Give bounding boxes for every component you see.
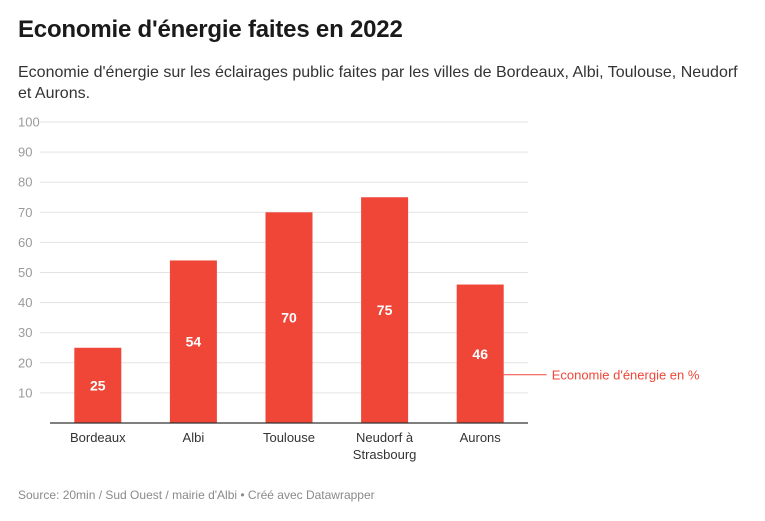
bar-value-label: 25	[90, 377, 106, 393]
y-tick-label: 50	[18, 265, 32, 280]
x-category-label: Toulouse	[263, 430, 315, 445]
x-category-label: Albi	[183, 430, 205, 445]
series-annotation: Economie d'énergie en %	[503, 367, 700, 382]
bar-value-label: 54	[186, 334, 202, 350]
x-category-label: Strasbourg	[353, 447, 417, 462]
y-axis-ticks: 10 20 30 40 50 60 70 80 90 100	[18, 115, 40, 401]
y-tick-label: 40	[18, 295, 32, 310]
bar	[456, 284, 504, 423]
x-category-label: Aurons	[460, 430, 502, 445]
bar	[265, 212, 313, 423]
bars: 25 54 70 75 46	[74, 197, 504, 423]
x-axis-labels: Bordeaux Albi Toulouse Neudorf à Strasbourg A…	[70, 430, 501, 462]
y-tick-label: 20	[18, 355, 32, 370]
x-category-label: Bordeaux	[70, 430, 126, 445]
y-tick-label: 80	[18, 175, 32, 190]
bar-value-label: 75	[377, 302, 393, 318]
bar	[361, 197, 409, 423]
annotation-label: Economie d'énergie en %	[552, 367, 700, 382]
y-tick-label: 70	[18, 205, 32, 220]
bar	[169, 260, 217, 423]
bar-value-label: 46	[472, 346, 488, 362]
x-category-label: Neudorf à	[356, 430, 414, 445]
y-tick-label: 90	[18, 145, 32, 160]
y-tick-label: 60	[18, 235, 32, 250]
source-note: Source: 20min / Sud Ouest / mairie d'Alb…	[18, 488, 375, 502]
y-tick-label: 30	[18, 325, 32, 340]
bar-value-label: 70	[281, 310, 297, 326]
chart-subtitle: Economie d'énergie sur les éclairages pu…	[18, 64, 738, 102]
y-tick-label: 10	[18, 385, 32, 400]
y-tick-label: 100	[18, 115, 40, 130]
bar	[74, 347, 122, 423]
chart-title: Economie d'énergie faites en 2022	[18, 16, 403, 43]
